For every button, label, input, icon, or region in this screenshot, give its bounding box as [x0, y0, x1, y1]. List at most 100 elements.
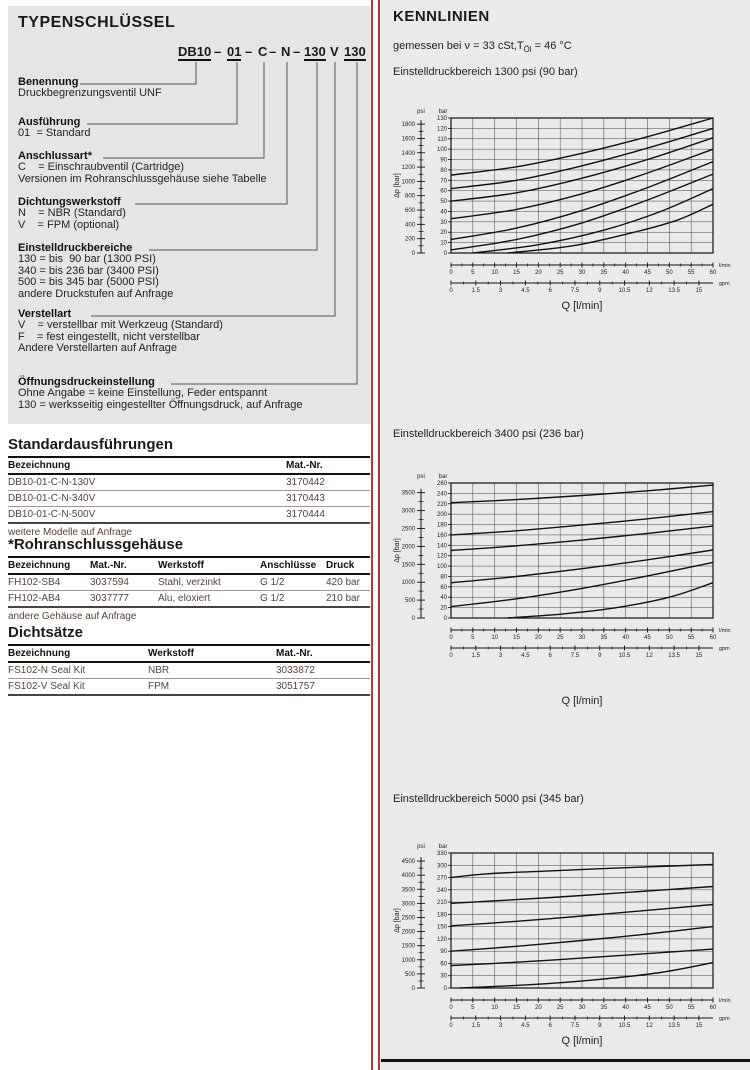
- svg-text:100: 100: [437, 564, 448, 570]
- code-token: C: [258, 44, 268, 59]
- svg-text:220: 220: [437, 502, 448, 508]
- svg-text:4.5: 4.5: [521, 653, 530, 659]
- svg-text:0: 0: [444, 251, 448, 257]
- curve: [450, 510, 714, 536]
- table-cell: Alu, eloxiert: [158, 590, 260, 608]
- svg-text:210: 210: [437, 900, 448, 906]
- code-token: V: [330, 44, 339, 59]
- svg-text:35: 35: [600, 270, 607, 276]
- divider-red-line-right: [378, 0, 380, 1070]
- chart-3-subtitle: Einstelldruckbereich 5000 psi (345 bar): [393, 793, 584, 805]
- svg-text:4000: 4000: [402, 873, 416, 879]
- code-section--ffnungsdruckeinstellung: Öffnungsdruckeinstellung Ohne Angabe = ke…: [18, 376, 364, 411]
- svg-text:55: 55: [688, 270, 695, 276]
- curve: [450, 525, 714, 552]
- code-token: N: [281, 44, 291, 59]
- svg-text:10: 10: [491, 635, 498, 641]
- svg-text:20: 20: [535, 270, 542, 276]
- svg-text:60: 60: [710, 1005, 717, 1011]
- bottom-rule: [381, 1059, 750, 1062]
- section-label: Benennung: [18, 76, 79, 88]
- svg-text:0: 0: [449, 288, 453, 294]
- svg-text:20: 20: [535, 1005, 542, 1011]
- svg-text:800: 800: [405, 194, 416, 200]
- svg-text:600: 600: [405, 208, 416, 214]
- code-section-ausf-hrung: Ausführung 01 = Standard: [18, 116, 364, 140]
- type-code-title: TYPENSCHLÜSSEL: [18, 14, 176, 31]
- table-cell: G 1/2: [260, 590, 326, 608]
- svg-text:25: 25: [557, 1005, 564, 1011]
- svg-text:25: 25: [557, 270, 564, 276]
- section-line: V = verstellbar mit Werkzeug (Standard): [18, 319, 223, 331]
- svg-text:4.5: 4.5: [521, 1023, 530, 1029]
- svg-text:9: 9: [598, 653, 602, 659]
- table-cell: 210 bar: [326, 590, 370, 608]
- chart-1-pressure-90bar: bar0102030405060708090100110120130psi020…: [394, 109, 731, 294]
- table-row: FH102-SB4 3037594 Stahl, verzinkt G 1/2 420 …: [8, 574, 370, 591]
- table-title: Dichtsätze: [8, 624, 84, 641]
- column-header: Mat.-Nr.: [286, 457, 370, 475]
- column-header: Bezeichnung: [8, 557, 90, 575]
- section-label: Ausführung: [18, 116, 81, 128]
- table-cell: 3051757: [276, 678, 370, 696]
- type-code-panel: TYPENSCHLÜSSEL DB10–01– C – N –130 V 130 Benen…: [8, 6, 370, 424]
- svg-text:30: 30: [440, 220, 447, 226]
- right-column: KENNLINIEN gemessen bei ν = 33 cSt,TÖl =…: [381, 0, 750, 1070]
- svg-text:120: 120: [437, 554, 448, 560]
- curve: [450, 160, 714, 241]
- svg-text:60: 60: [440, 189, 447, 195]
- svg-text:3000: 3000: [402, 509, 416, 515]
- table-cell: 3033872: [276, 662, 370, 679]
- svg-text:330: 330: [437, 851, 448, 857]
- svg-text:12: 12: [646, 653, 653, 659]
- svg-text:90: 90: [440, 949, 447, 955]
- chart-1-subtitle: Einstelldruckbereich 1300 psi (90 bar): [393, 66, 578, 78]
- column-header: Druck: [326, 557, 370, 575]
- table-cell: 3170443: [286, 490, 370, 507]
- table-note: andere Gehäuse auf Anfrage: [8, 611, 137, 622]
- svg-text:30: 30: [579, 270, 586, 276]
- svg-text:0: 0: [449, 635, 453, 641]
- svg-text:500: 500: [405, 598, 416, 604]
- chart-2-subtitle: Einstelldruckbereich 3400 psi (236 bar): [393, 428, 584, 440]
- svg-text:80: 80: [440, 574, 447, 580]
- section-line: Ohne Angabe = keine Einstellung, Feder e…: [18, 387, 268, 399]
- table-header-row: Bezeichnung Werkstoff Mat.-Nr.: [8, 645, 370, 663]
- svg-text:10.5: 10.5: [619, 288, 631, 294]
- table-note: weitere Modelle auf Anfrage: [8, 527, 132, 538]
- table-header-row: Bezeichnung Mat.-Nr. Werkstoff Anschlüsse Dr…: [8, 557, 370, 575]
- svg-text:160: 160: [437, 533, 448, 539]
- svg-text:150: 150: [437, 925, 448, 931]
- svg-text:100: 100: [437, 147, 448, 153]
- code-token: –: [214, 44, 222, 59]
- curve: [450, 137, 714, 202]
- svg-text:gpm: gpm: [719, 1016, 730, 1022]
- code-section-verstellart: Verstellart V = verstellbar mit Werkzeug …: [18, 308, 364, 355]
- column-header: Bezeichnung: [8, 645, 148, 663]
- svg-text:60: 60: [710, 635, 717, 641]
- divider-red-line-left: [371, 0, 373, 1070]
- svg-text:0: 0: [449, 1005, 453, 1011]
- svg-text:1.5: 1.5: [472, 653, 481, 659]
- svg-text:40: 40: [440, 209, 447, 215]
- column-header: Mat.-Nr.: [276, 645, 370, 663]
- column-header: Mat.-Nr.: [90, 557, 158, 575]
- curve: [450, 117, 714, 176]
- curve: [507, 582, 714, 619]
- svg-text:180: 180: [437, 912, 448, 918]
- svg-text:6: 6: [548, 288, 552, 294]
- svg-text:60: 60: [440, 961, 447, 967]
- svg-text:15: 15: [696, 653, 703, 659]
- svg-text:9: 9: [598, 288, 602, 294]
- curve: [472, 187, 714, 254]
- table-pipe-housings: *Rohranschlussgehäuse Bezeichnung Mat.-Nr…: [8, 536, 370, 622]
- section-label: Öffnungsdruckeinstellung: [18, 376, 155, 388]
- table-cell: DB10-01-C-N-500V: [8, 506, 286, 524]
- table-cell: Stahl, verzinkt: [158, 574, 260, 591]
- svg-text:3000: 3000: [402, 901, 416, 907]
- svg-text:20: 20: [535, 635, 542, 641]
- svg-text:20: 20: [440, 230, 447, 236]
- table-cell: FH102-AB4: [8, 590, 90, 608]
- section-label: Verstellart: [18, 308, 72, 320]
